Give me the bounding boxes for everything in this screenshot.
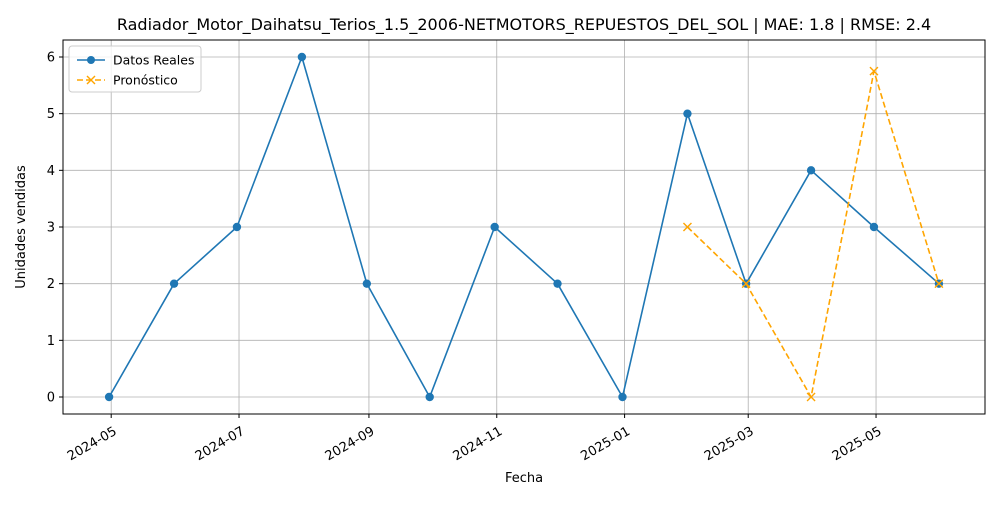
data-point xyxy=(869,66,879,76)
x-marker-stroke xyxy=(741,279,751,289)
y-tick-label: 4 xyxy=(47,164,55,179)
data-point xyxy=(934,279,944,289)
legend-marker xyxy=(87,56,95,64)
x-marker-stroke xyxy=(682,222,692,232)
chart-title: Radiador_Motor_Daihatsu_Terios_1.5_2006-… xyxy=(117,15,931,35)
data-point xyxy=(869,222,879,232)
data-point xyxy=(618,392,627,402)
data-point xyxy=(425,392,434,402)
series-layer xyxy=(104,52,944,402)
y-tick-label: 2 xyxy=(47,277,55,292)
x-marker-stroke xyxy=(806,392,816,402)
legend-entries: Datos Reales Pronóstico xyxy=(77,53,194,88)
x-marker-stroke xyxy=(934,279,944,289)
data-point xyxy=(362,279,372,288)
legend-box xyxy=(68,45,202,93)
data-point xyxy=(553,279,562,288)
legend-entry: Datos Reales xyxy=(77,53,194,68)
x-marker-stroke xyxy=(86,75,96,85)
data-point xyxy=(297,52,307,62)
y-tick-label: 3 xyxy=(47,221,55,236)
data-point xyxy=(682,222,692,232)
data-point xyxy=(741,279,751,289)
y-tick-label: 5 xyxy=(47,107,55,122)
legend-marker xyxy=(86,75,96,85)
legend-entry: Pronóstico xyxy=(77,73,178,88)
legend: Datos Reales Pronóstico xyxy=(68,45,202,93)
legend-label: Pronóstico xyxy=(113,73,178,88)
data-point xyxy=(683,109,692,118)
y-tick-label: 0 xyxy=(47,391,55,406)
data-point xyxy=(806,392,816,402)
x-axis-title: Fecha xyxy=(505,471,543,486)
data-point xyxy=(806,166,816,175)
legend-label: Datos Reales xyxy=(113,53,194,68)
y-axis-title: Unidades vendidas xyxy=(14,165,29,289)
data-point xyxy=(104,392,114,402)
series-forecast xyxy=(682,66,944,402)
data-point xyxy=(232,222,242,232)
x-marker-stroke xyxy=(869,66,879,76)
data-point xyxy=(490,222,499,232)
y-tick-label: 1 xyxy=(47,334,55,349)
y-tick-label: 6 xyxy=(47,51,55,66)
series-line xyxy=(108,56,940,398)
data-point xyxy=(169,279,179,288)
